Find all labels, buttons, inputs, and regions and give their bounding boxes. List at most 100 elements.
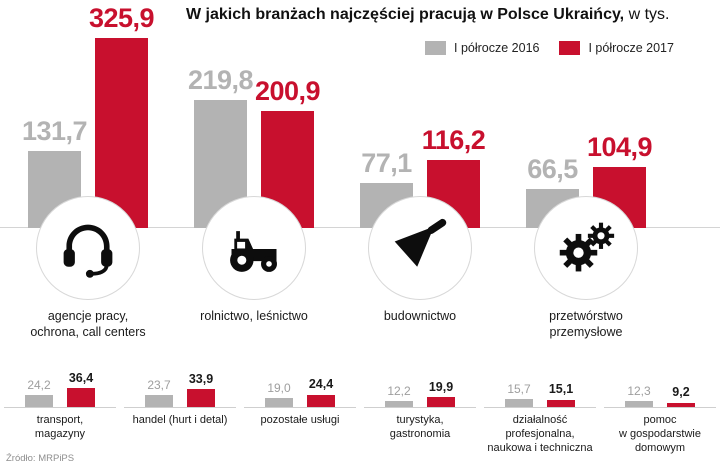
headset-circle xyxy=(36,196,140,300)
label-line: w gospodarstwie xyxy=(619,428,701,441)
bar-2016 xyxy=(265,397,293,408)
bar-value-2016: 12,3 xyxy=(627,384,651,399)
bar-value-2016: 66,5 xyxy=(527,154,578,185)
category-label-small: pozostałe usługi xyxy=(240,413,360,427)
category-label: rolnictwo, leśnictwo xyxy=(169,308,339,324)
label-line: turystyka, xyxy=(396,414,444,426)
bar-value-2017: 325,9 xyxy=(88,3,155,33)
label-line: przemysłowe xyxy=(549,325,623,340)
bar-column-2016: 15,7 xyxy=(504,383,534,408)
category-label-small: turystyka, gastronomia xyxy=(360,413,480,441)
axis-line-small xyxy=(604,407,716,408)
tractor-icon xyxy=(230,231,277,272)
axis-line-small xyxy=(244,407,356,408)
bar-value-2016: 12,2 xyxy=(387,384,411,399)
headset-icon xyxy=(63,224,113,278)
category-label: przetwórstwo przemysłowe xyxy=(501,308,671,341)
bar-column-2016: 12,3 xyxy=(624,385,654,408)
bar-group-small: 12,3 9,2 xyxy=(624,385,696,408)
category-label-small: transport, magazyny xyxy=(0,413,120,441)
legend-label-2016: I półrocze 2016 xyxy=(454,41,540,55)
bar-2016 xyxy=(385,401,413,408)
bar-group: 131,7 325,9 xyxy=(22,5,155,228)
category-label: budownictwo xyxy=(335,308,505,324)
bar-2017 xyxy=(547,399,575,408)
chart-title-unit: w tys. xyxy=(624,6,670,23)
gears-circle xyxy=(534,196,638,300)
bar-2016 xyxy=(505,399,533,408)
bar-2016 xyxy=(145,395,173,408)
label-line: działalność xyxy=(512,414,568,426)
bar-value-2017: 104,9 xyxy=(586,131,653,162)
bar-value-2016: 131,7 xyxy=(21,116,88,147)
gears-icon xyxy=(559,222,615,272)
bar-column-2016: 219,8 xyxy=(188,66,254,228)
axis-line-small xyxy=(364,407,476,408)
legend-item-2017: I półrocze 2017 xyxy=(559,41,674,55)
bar-column-2017: 33,9 xyxy=(186,373,216,408)
bar-group-small: 19,0 24,4 xyxy=(264,378,336,408)
label-line: pomoc xyxy=(643,414,677,426)
label-line: domowym xyxy=(634,442,686,455)
trowel-circle xyxy=(368,196,472,300)
bar-value-2017: 15,1 xyxy=(548,382,574,397)
bar-column-2017: 9,2 xyxy=(666,386,696,408)
category-label-small: działalność profesjonalna, naukowa i techn… xyxy=(480,413,600,455)
label-line: magazyny xyxy=(34,428,86,441)
bar-value-2016: 23,7 xyxy=(147,378,171,392)
label-line: rolnictwo, leśnictwo xyxy=(200,309,308,323)
bar-value-2016: 24,2 xyxy=(27,377,51,392)
legend: I półrocze 2016 I półrocze 2017 xyxy=(425,41,674,55)
axis-line-small xyxy=(484,407,596,408)
bar-2016 xyxy=(25,394,53,408)
label-line: naukowa i techniczna xyxy=(487,442,593,455)
bar-value-2017: 36,4 xyxy=(68,370,94,385)
bar-value-2017: 24,4 xyxy=(308,377,334,392)
bar-group-small: 15,7 15,1 xyxy=(504,383,576,408)
bar-2017 xyxy=(95,38,148,228)
label-line: budownictwo xyxy=(383,309,457,323)
legend-item-2016: I półrocze 2016 xyxy=(425,41,539,55)
bar-2017 xyxy=(427,397,455,408)
bar-2017 xyxy=(67,388,95,408)
tractor-circle xyxy=(202,196,306,300)
bar-value-2016: 219,8 xyxy=(187,64,254,95)
label-line: handel (hurt i detal) xyxy=(132,414,228,426)
bar-value-2017: 116,2 xyxy=(421,125,486,156)
axis-line-small xyxy=(124,407,236,408)
category-label: agencje pracy, ochrona, call centers xyxy=(3,308,173,341)
legend-label-2017: I półrocze 2017 xyxy=(588,41,674,55)
bar-2017 xyxy=(307,394,335,408)
bar-value-2016: 15,7 xyxy=(507,382,531,397)
bar-group-small: 12,2 19,9 xyxy=(384,381,456,408)
label-line: ochrona, call centers xyxy=(30,325,146,340)
bar-value-2017: 9,2 xyxy=(672,385,690,400)
bar-group-small: 23,7 33,9 xyxy=(144,373,216,408)
chart-title-main: W jakich branżach najczęściej pracują w … xyxy=(186,6,625,23)
bar-column-2016: 24,2 xyxy=(24,379,54,408)
bar-column-2016: 23,7 xyxy=(144,379,174,408)
label-line: agencje pracy, xyxy=(47,309,129,323)
bar-column-2016: 19,0 xyxy=(264,382,294,408)
bar-2016 xyxy=(625,401,653,408)
label-line: przetwórstwo xyxy=(549,309,623,323)
bar-group-small: 24,2 36,4 xyxy=(24,370,96,408)
bar-column-2017: 15,1 xyxy=(546,383,576,408)
bar-column-2017: 24,4 xyxy=(306,378,336,408)
bar-value-2017: 33,9 xyxy=(188,371,214,386)
label-line: transport, xyxy=(36,414,84,426)
bar-value-2017: 200,9 xyxy=(254,75,321,106)
axis-line-small xyxy=(4,407,116,408)
category-label-small: handel (hurt i detal) xyxy=(120,413,240,427)
bar-column-2016: 12,2 xyxy=(384,385,414,408)
chart-title: W jakich branżach najczęściej pracują w … xyxy=(186,6,669,24)
bar-value-2016: 77,1 xyxy=(361,148,412,179)
bar-column-2017: 325,9 xyxy=(89,5,155,228)
bar-value-2017: 19,9 xyxy=(428,379,454,394)
bar-2017 xyxy=(667,402,695,408)
category-label-small: pomoc w gospodarstwie domowym xyxy=(600,413,720,455)
label-line: gastronomia xyxy=(389,428,451,441)
legend-swatch-2016 xyxy=(425,41,446,55)
bar-value-2016: 19,0 xyxy=(267,380,291,395)
trowel-icon xyxy=(394,218,447,267)
